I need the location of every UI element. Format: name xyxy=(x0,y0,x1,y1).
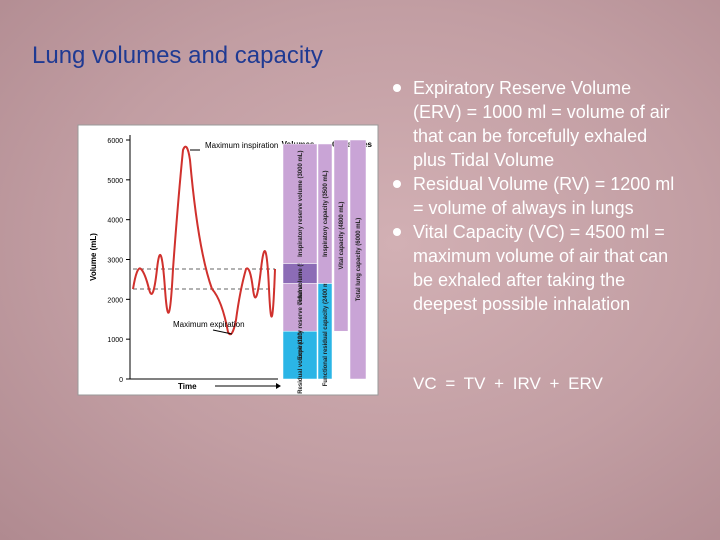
volume-segment xyxy=(282,283,318,332)
volume-segment xyxy=(282,330,318,380)
capacity-segment xyxy=(317,283,333,380)
x-axis-label: Time xyxy=(178,382,197,391)
capacity-segment-label: Inspiratory capacity (3500 mL) xyxy=(323,171,329,257)
y-tick-label: 1000 xyxy=(107,337,123,344)
figure-frame xyxy=(77,124,379,396)
y-tick-label: 4000 xyxy=(107,218,123,225)
volume-segment-label: Expiratory reserve volume (1200 mL) xyxy=(298,255,304,360)
annotation: Maximum expiration xyxy=(173,320,245,329)
y-tick-label: 0 xyxy=(119,377,123,384)
annotation: Maximum inspiration xyxy=(205,141,278,150)
arrowhead xyxy=(276,383,281,389)
capacity-segment xyxy=(349,139,367,380)
bullet: Residual Volume (RV) = 1200 ml = volume … xyxy=(393,172,683,220)
volume-segment xyxy=(282,263,318,284)
y-tick-label: 5000 xyxy=(107,178,123,185)
y-tick-label: 6000 xyxy=(107,138,123,145)
capacity-segment-label: Vital capacity (4800 mL) xyxy=(339,202,345,270)
column-header: Capacities xyxy=(332,140,373,149)
bullet: Expiratory Reserve Volume (ERV) = 1000 m… xyxy=(393,76,683,172)
bullet-list: Expiratory Reserve Volume (ERV) = 1000 m… xyxy=(393,76,683,316)
capacity-segment-label: Total lung capacity (6000 mL) xyxy=(356,218,362,302)
volume-segment-label: Tidal volume (500 mL) xyxy=(298,242,304,305)
volume-segment-label: Inspiratory reserve volume (3000 mL) xyxy=(298,151,304,257)
y-tick-label: 2000 xyxy=(107,297,123,304)
y-tick-label: 3000 xyxy=(107,258,123,265)
bullet: Vital Capacity (VC) = 4500 ml = maximum … xyxy=(393,220,683,316)
volume-segment-label: Residual volume (1200 mL) xyxy=(298,316,304,393)
slide-title: Lung volumes and capacity xyxy=(32,42,323,69)
volume-curve xyxy=(132,145,276,336)
capacity-segment xyxy=(317,143,333,284)
pointer xyxy=(212,329,233,335)
volume-segment xyxy=(282,143,318,264)
capacity-segment xyxy=(333,139,349,332)
formula: VC = TV + IRV + ERV xyxy=(413,374,603,393)
column-header: Volumes xyxy=(282,140,315,149)
y-axis-label: Volume (mL) xyxy=(89,233,98,281)
capacity-segment-label: Functional residual capacity (2400 mL) xyxy=(323,276,329,386)
